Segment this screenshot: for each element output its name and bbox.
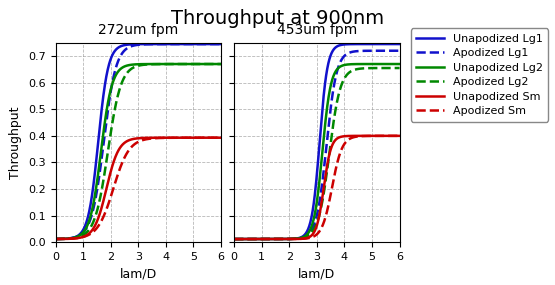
Y-axis label: Throughput: Throughput [9,106,22,179]
Title: 453um fpm: 453um fpm [277,23,357,37]
X-axis label: lam/D: lam/D [119,268,157,280]
X-axis label: lam/D: lam/D [298,268,336,280]
Text: Throughput at 900nm: Throughput at 900nm [171,9,384,28]
Title: 272um fpm: 272um fpm [98,23,178,37]
Legend: Unapodized Lg1, Apodized Lg1, Unapodized Lg2, Apodized Lg2, Unapodized Sm, Apodi: Unapodized Lg1, Apodized Lg1, Unapodized… [411,28,548,122]
